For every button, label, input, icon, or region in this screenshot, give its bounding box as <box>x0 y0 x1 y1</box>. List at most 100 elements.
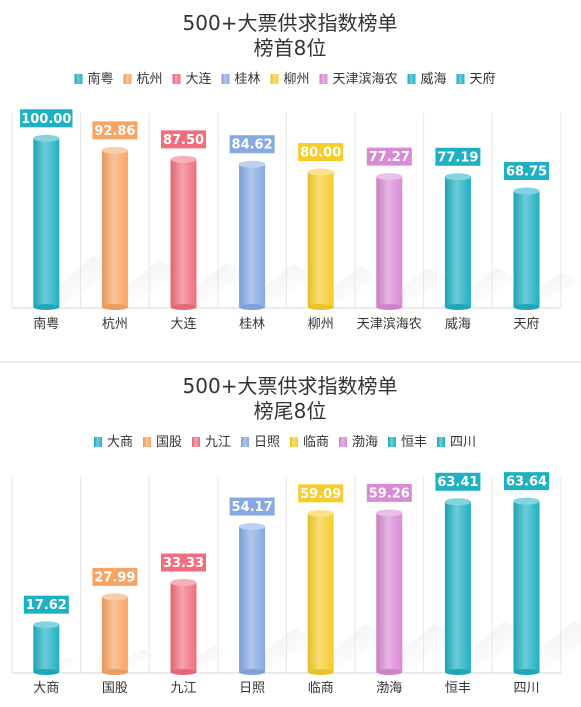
value-label: 100.00 <box>21 112 71 127</box>
value-label: 33.33 <box>163 556 204 571</box>
legend-item[interactable]: 威海 <box>421 72 447 87</box>
bar-base <box>307 669 334 675</box>
bar-cap <box>170 579 197 587</box>
category-label: 国股 <box>102 681 128 696</box>
bar[interactable] <box>33 138 60 307</box>
bar-cap <box>33 134 60 142</box>
value-label: 87.50 <box>163 133 204 148</box>
legend-item[interactable]: 恒丰 <box>401 435 427 450</box>
bar-base <box>170 304 197 310</box>
value-label: 27.99 <box>94 570 135 585</box>
value-label-box <box>20 109 73 128</box>
legend-item[interactable]: 渤海 <box>352 434 378 450</box>
legend-swatch <box>192 437 200 447</box>
bar-base <box>444 669 471 675</box>
chart-bars: 17.62 27.99 33.33 54.17 59.09 59.26 63.41 63.64 <box>23 472 581 675</box>
value-label-box <box>435 147 481 166</box>
bar[interactable] <box>170 582 197 672</box>
legend-swatch <box>241 437 249 447</box>
legend-swatch <box>74 74 83 84</box>
legend-item[interactable]: 日照 <box>254 435 280 450</box>
chart-legend: 南粤 杭州 大连 桂林 柳州 天津滨海农 威海 天府 <box>74 71 496 87</box>
bar-base <box>376 669 403 675</box>
bar[interactable] <box>239 526 266 672</box>
bar-cap <box>239 523 266 531</box>
category-label: 杭州 <box>102 317 128 332</box>
bar[interactable] <box>376 176 403 307</box>
bar[interactable] <box>513 501 540 672</box>
bar[interactable] <box>307 172 334 307</box>
bar-cap <box>101 146 128 154</box>
chart-bottom: 500+大票供求指数榜单 榜尾8位 大商 国股 九江 日照 临商 渤海 恒丰 四川 17.62… <box>11 374 581 696</box>
value-label-box <box>161 553 206 572</box>
bar-cap <box>307 168 334 176</box>
bar[interactable] <box>376 512 403 672</box>
value-label-box <box>229 135 275 154</box>
chart-subtitle: 榜尾8位 <box>254 399 327 423</box>
legend-item[interactable]: 天府 <box>470 72 496 87</box>
bar-cap <box>376 509 403 517</box>
category-label: 九江 <box>170 681 196 696</box>
legend-item[interactable]: 大商 <box>107 435 133 450</box>
bar-base <box>513 304 540 310</box>
legend-item[interactable]: 杭州 <box>137 72 163 87</box>
bar-cap <box>444 173 471 181</box>
bar-cap <box>444 498 471 506</box>
bar-cap <box>513 497 540 505</box>
value-label: 59.26 <box>369 486 410 501</box>
legend-item[interactable]: 大连 <box>186 71 212 87</box>
legend-item[interactable]: 国股 <box>156 435 182 450</box>
bar-base <box>376 304 403 310</box>
bar[interactable] <box>101 596 128 672</box>
bar[interactable] <box>239 164 266 307</box>
chart-legend: 大商 国股 九江 日照 临商 渤海 恒丰 四川 <box>94 434 476 450</box>
legend-item[interactable]: 四川 <box>450 435 476 450</box>
value-label: 63.41 <box>437 475 478 490</box>
legend-swatch <box>221 74 230 84</box>
bar[interactable] <box>170 159 197 307</box>
legend-item[interactable]: 南粤 <box>88 71 114 87</box>
legend-swatch <box>94 437 102 447</box>
value-label-box <box>23 595 69 614</box>
value-label: 54.17 <box>232 500 273 515</box>
legend-item[interactable]: 柳州 <box>284 72 310 87</box>
legend-swatch <box>437 437 445 447</box>
bar-base <box>444 304 471 310</box>
bar[interactable] <box>444 501 471 672</box>
category-label: 大连 <box>170 316 196 332</box>
chart-top: 500+大票供求指数榜单 榜首8位 南粤 杭州 大连 桂林 柳州 天津滨海农 威海 天府 10… <box>11 11 581 332</box>
value-label: 77.27 <box>369 150 410 165</box>
legend-swatch <box>339 437 347 447</box>
bar[interactable] <box>307 513 334 672</box>
bar[interactable] <box>33 624 60 672</box>
value-label: 63.64 <box>506 475 547 490</box>
value-label: 17.62 <box>26 598 67 613</box>
legend-swatch <box>172 74 181 84</box>
value-label-box <box>435 472 481 491</box>
legend-item[interactable]: 桂林 <box>235 72 261 87</box>
legend-item[interactable]: 天津滨海农 <box>333 71 398 87</box>
value-label-box <box>298 484 344 503</box>
bar-base <box>239 304 266 310</box>
value-label-box <box>366 483 412 502</box>
legend-swatch <box>143 437 151 447</box>
category-label: 渤海 <box>376 680 402 696</box>
value-label-box <box>92 121 138 140</box>
bar-cap <box>101 593 128 601</box>
value-label-box <box>504 162 549 181</box>
bar[interactable] <box>101 150 128 307</box>
legend-item[interactable]: 九江 <box>205 435 231 450</box>
chart-bars: 100.00 92.86 87.50 84.62 80.00 77.27 77.19 68.7… <box>20 109 581 310</box>
bar-base <box>101 669 128 675</box>
value-label-box <box>92 567 138 586</box>
category-label: 日照 <box>239 681 265 696</box>
chart-title: 500+大票供求指数榜单 <box>183 11 398 35</box>
value-label-box <box>504 472 549 491</box>
bar-base <box>513 669 540 675</box>
bar[interactable] <box>444 176 471 307</box>
legend-item[interactable]: 临商 <box>303 435 329 450</box>
bar[interactable] <box>513 191 540 307</box>
category-label: 桂林 <box>239 317 265 332</box>
value-label-box <box>161 130 206 149</box>
